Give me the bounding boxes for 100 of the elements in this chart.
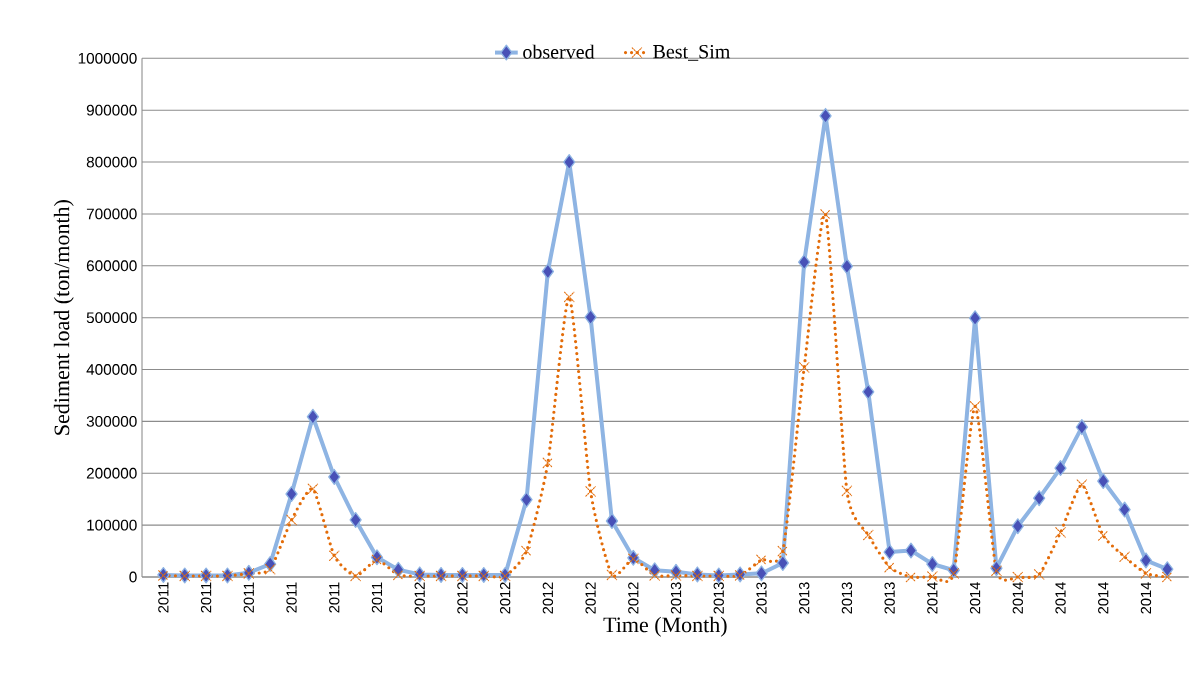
point: [926, 556, 939, 573]
point: [328, 468, 341, 485]
y-tick-label: 200000: [86, 467, 137, 479]
point: [542, 457, 554, 469]
point: [243, 568, 255, 579]
point: [1162, 571, 1173, 583]
point: [1097, 530, 1109, 541]
point: [457, 570, 468, 582]
point: [628, 553, 639, 565]
point: [563, 291, 575, 303]
x-tick-label: 2014: [969, 582, 981, 614]
point: [605, 512, 619, 529]
point: [1033, 569, 1045, 580]
y-tick-label: 300000: [86, 415, 137, 427]
x-tick-label: 2014: [1098, 582, 1109, 614]
point: [670, 570, 682, 581]
point: [371, 554, 383, 566]
point: [478, 570, 490, 582]
x-tick-label: 2012: [499, 582, 511, 614]
x-tick-label: 2013: [841, 582, 853, 614]
point: [1140, 568, 1152, 579]
x-tick-label: 2013: [799, 582, 810, 614]
y-tick-label: 100000: [87, 519, 137, 531]
x-tick-label: 2012: [628, 582, 639, 614]
point: [285, 486, 298, 503]
point: [883, 544, 896, 561]
point: [948, 568, 959, 579]
point: [991, 565, 1002, 577]
x-tick-label: 2014: [1055, 582, 1066, 614]
point: [1097, 473, 1110, 490]
point: [819, 107, 832, 124]
point: [840, 258, 854, 275]
y-tick-label: 1000000: [78, 52, 137, 64]
y-tick-label: 700000: [86, 208, 137, 220]
y-tick-label: 400000: [86, 364, 137, 375]
y-tick-label: 500000: [86, 312, 137, 324]
point: [798, 254, 811, 271]
point: [862, 383, 875, 400]
point: [1054, 460, 1067, 477]
point: [734, 570, 746, 581]
point: [393, 569, 404, 581]
point: [306, 408, 320, 425]
point: [904, 542, 918, 559]
x-tick-label: 2011: [200, 582, 212, 613]
x-tick-label: 2013: [884, 582, 895, 614]
point: [1032, 490, 1046, 507]
point: [1011, 518, 1024, 535]
point: [1012, 571, 1024, 583]
point: [1139, 552, 1153, 569]
x-tick-label: 2011: [243, 582, 255, 613]
point: [1055, 527, 1066, 538]
point: [820, 209, 831, 220]
point: [1075, 419, 1089, 436]
point: [585, 486, 596, 497]
point: [414, 570, 425, 582]
x-tick-label: 2014: [927, 582, 938, 614]
y-tick-label: 900000: [86, 104, 137, 116]
point: [541, 263, 555, 280]
point: [1161, 561, 1174, 578]
point: [499, 570, 511, 582]
point: [329, 550, 340, 561]
point: [776, 554, 789, 571]
x-tick-label: 2011: [286, 582, 297, 613]
x-tick-label: 2013: [670, 582, 682, 614]
point: [307, 483, 319, 495]
point: [884, 561, 895, 573]
point: [798, 362, 810, 373]
point: [1118, 501, 1131, 518]
point: [755, 565, 768, 582]
point: [349, 511, 362, 528]
y-tick-label: 800000: [86, 156, 137, 168]
legend-label: Best_Sim: [653, 44, 731, 61]
x-tick-label: 2011: [329, 582, 340, 613]
point: [520, 491, 533, 508]
x-tick-label: 2013: [756, 582, 767, 614]
point: [969, 401, 981, 412]
x-tick-label: 2014: [1140, 582, 1152, 614]
point: [927, 571, 938, 582]
point: [264, 563, 276, 575]
x-axis-title: Time (Month): [603, 616, 727, 637]
x-tick-label: 2012: [542, 582, 554, 614]
legend-label: observed: [523, 44, 595, 59]
point: [649, 570, 660, 581]
x-tick-label: 2013: [713, 582, 724, 614]
point: [1119, 551, 1130, 563]
x-tick-label: 2011: [371, 582, 383, 613]
point: [521, 545, 532, 557]
x-tick-label: 2012: [414, 582, 425, 614]
point: [606, 569, 618, 581]
point: [905, 571, 917, 583]
point: [1076, 479, 1088, 490]
x-tick-label: 2014: [1012, 582, 1023, 614]
point: [286, 514, 297, 526]
point: [863, 529, 874, 541]
x-tick-label: 2011: [158, 582, 169, 613]
point: [584, 309, 597, 326]
x-tick-label: 2012: [585, 582, 596, 614]
x-tick-label: 2012: [457, 582, 468, 614]
point: [158, 570, 169, 581]
y-tick-label: 0: [129, 571, 137, 583]
